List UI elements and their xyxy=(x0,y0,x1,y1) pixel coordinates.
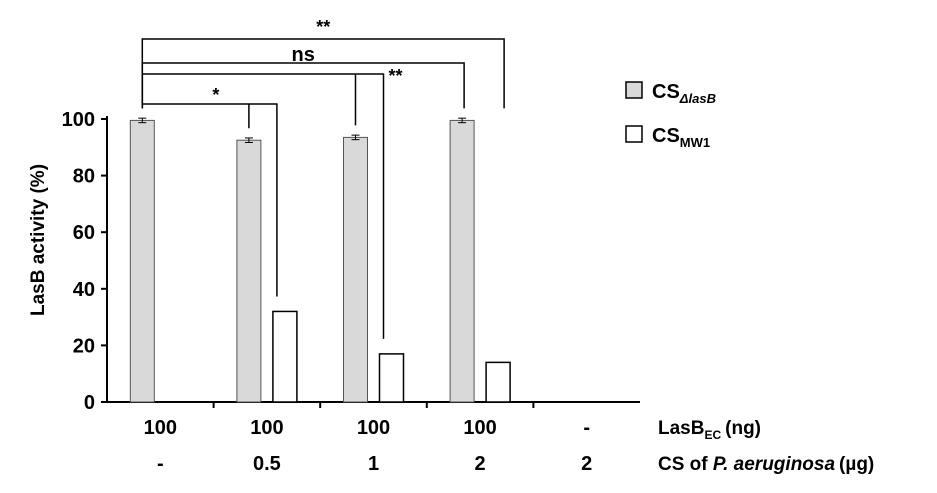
bar-cs-lasb xyxy=(343,136,368,403)
lasb-row-label: LasBEC (ng) xyxy=(658,418,761,442)
y-tick-label: 40 xyxy=(73,279,95,301)
legend-label-cs-mw1: CSMW1 xyxy=(652,125,710,150)
x-label-cs-amount: - xyxy=(157,453,164,475)
significance-brackets: ***ns** xyxy=(141,17,505,339)
y-tick-label: 60 xyxy=(73,222,95,244)
chart-bars xyxy=(129,117,511,403)
x-label-lasb-amount: 100 xyxy=(250,417,283,439)
x-label-cs-amount: 2 xyxy=(475,453,486,475)
bar-cs-mw1 xyxy=(272,310,298,403)
legend-swatch-cs-mw1 xyxy=(625,125,643,143)
significance-bracket xyxy=(141,38,505,109)
significance-label: ** xyxy=(316,17,330,37)
bar-cs-lasb xyxy=(449,119,475,403)
legend: CSΔlasB CSMW1 xyxy=(625,81,716,150)
x-label-cs-amount: 1 xyxy=(368,453,379,475)
x-row-labels: LasBEC (ng) CS of P. aeruginosa (µg) xyxy=(658,418,874,475)
bar-cs-mw1 xyxy=(485,361,511,403)
chart-axes: 0 20 40 60 80 100 100 - 100 0.5 100 1 100 2 - 2 xyxy=(62,109,640,475)
legend-label-cs-lasb: CSΔlasB xyxy=(652,81,716,106)
x-label-lasb-amount: 100 xyxy=(144,417,177,439)
significance-label: ns xyxy=(292,44,315,66)
x-label-cs-amount: 2 xyxy=(581,453,592,475)
y-tick-label: 20 xyxy=(73,335,95,357)
bar-cs-mw1 xyxy=(378,353,405,403)
x-label-lasb-amount: - xyxy=(583,417,590,439)
bar-cs-lasb xyxy=(236,139,262,403)
x-label-cs-amount: 0.5 xyxy=(253,453,281,475)
y-tick-label: 0 xyxy=(84,392,95,414)
significance-label: * xyxy=(212,85,219,105)
significance-bracket xyxy=(141,62,465,109)
legend-swatch-cs-lasb xyxy=(625,81,643,99)
cs-row-label: CS of P. aeruginosa (µg) xyxy=(658,454,874,475)
significance-label: ** xyxy=(388,66,402,86)
y-tick-label: 80 xyxy=(73,166,95,188)
x-label-lasb-amount: 100 xyxy=(463,417,496,439)
x-label-lasb-amount: 100 xyxy=(357,417,390,439)
bar-cs-lasb xyxy=(129,119,155,403)
y-axis-label: LasB activity (%) xyxy=(28,164,49,316)
y-tick-label: 100 xyxy=(62,109,95,131)
